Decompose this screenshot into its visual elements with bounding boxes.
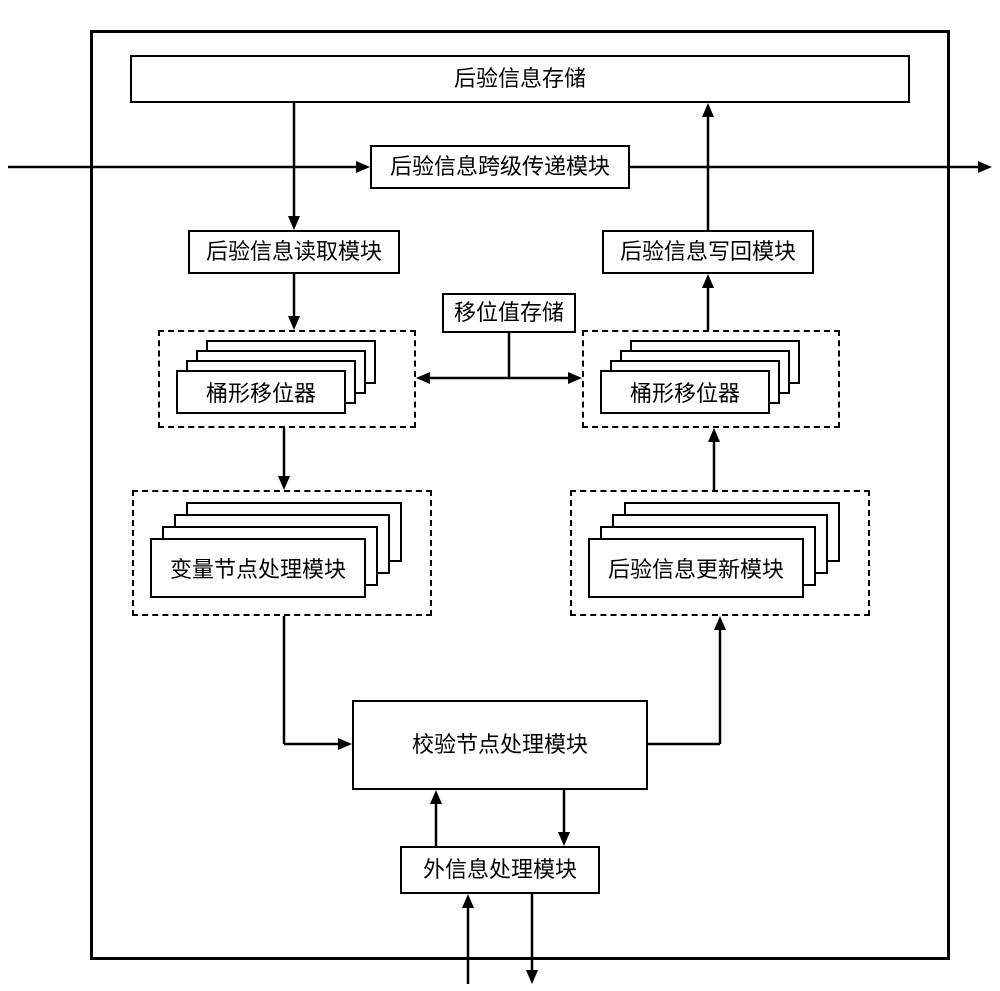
label-shifter-left: 桶形移位器 bbox=[206, 376, 316, 408]
node-storage: 后验信息存储 bbox=[130, 55, 910, 103]
label-extinfo: 外信息处理模块 bbox=[423, 857, 577, 883]
diagram-canvas: 后验信息存储 后验信息跨级传递模块 后验信息读取模块 后验信息写回模块 移位值存… bbox=[0, 0, 1000, 991]
node-varnode: 变量节点处理模块 bbox=[150, 538, 366, 598]
node-shifter-left: 桶形移位器 bbox=[176, 370, 346, 414]
label-cross-level: 后验信息跨级传递模块 bbox=[390, 154, 610, 180]
label-read: 后验信息读取模块 bbox=[206, 239, 382, 265]
label-varnode: 变量节点处理模块 bbox=[170, 552, 346, 584]
node-writeback: 后验信息写回模块 bbox=[602, 230, 814, 274]
node-read: 后验信息读取模块 bbox=[188, 230, 400, 274]
stack-update: 后验信息更新模块 bbox=[588, 502, 848, 602]
stack-shifter-left: 桶形移位器 bbox=[176, 340, 386, 418]
node-checknode: 校验节点处理模块 bbox=[352, 700, 648, 790]
node-shifter-right: 桶形移位器 bbox=[600, 370, 770, 414]
node-shift-store: 移位值存储 bbox=[442, 293, 576, 333]
label-storage: 后验信息存储 bbox=[454, 66, 586, 92]
label-writeback: 后验信息写回模块 bbox=[620, 239, 796, 265]
node-extinfo: 外信息处理模块 bbox=[400, 846, 600, 894]
label-shifter-right: 桶形移位器 bbox=[630, 376, 740, 408]
node-update: 后验信息更新模块 bbox=[588, 538, 804, 598]
label-checknode: 校验节点处理模块 bbox=[412, 732, 588, 758]
label-shift-store: 移位值存储 bbox=[454, 300, 564, 326]
node-cross-level: 后验信息跨级传递模块 bbox=[370, 145, 630, 189]
label-update: 后验信息更新模块 bbox=[608, 552, 784, 584]
stack-shifter-right: 桶形移位器 bbox=[600, 340, 810, 418]
stack-varnode: 变量节点处理模块 bbox=[150, 502, 410, 602]
